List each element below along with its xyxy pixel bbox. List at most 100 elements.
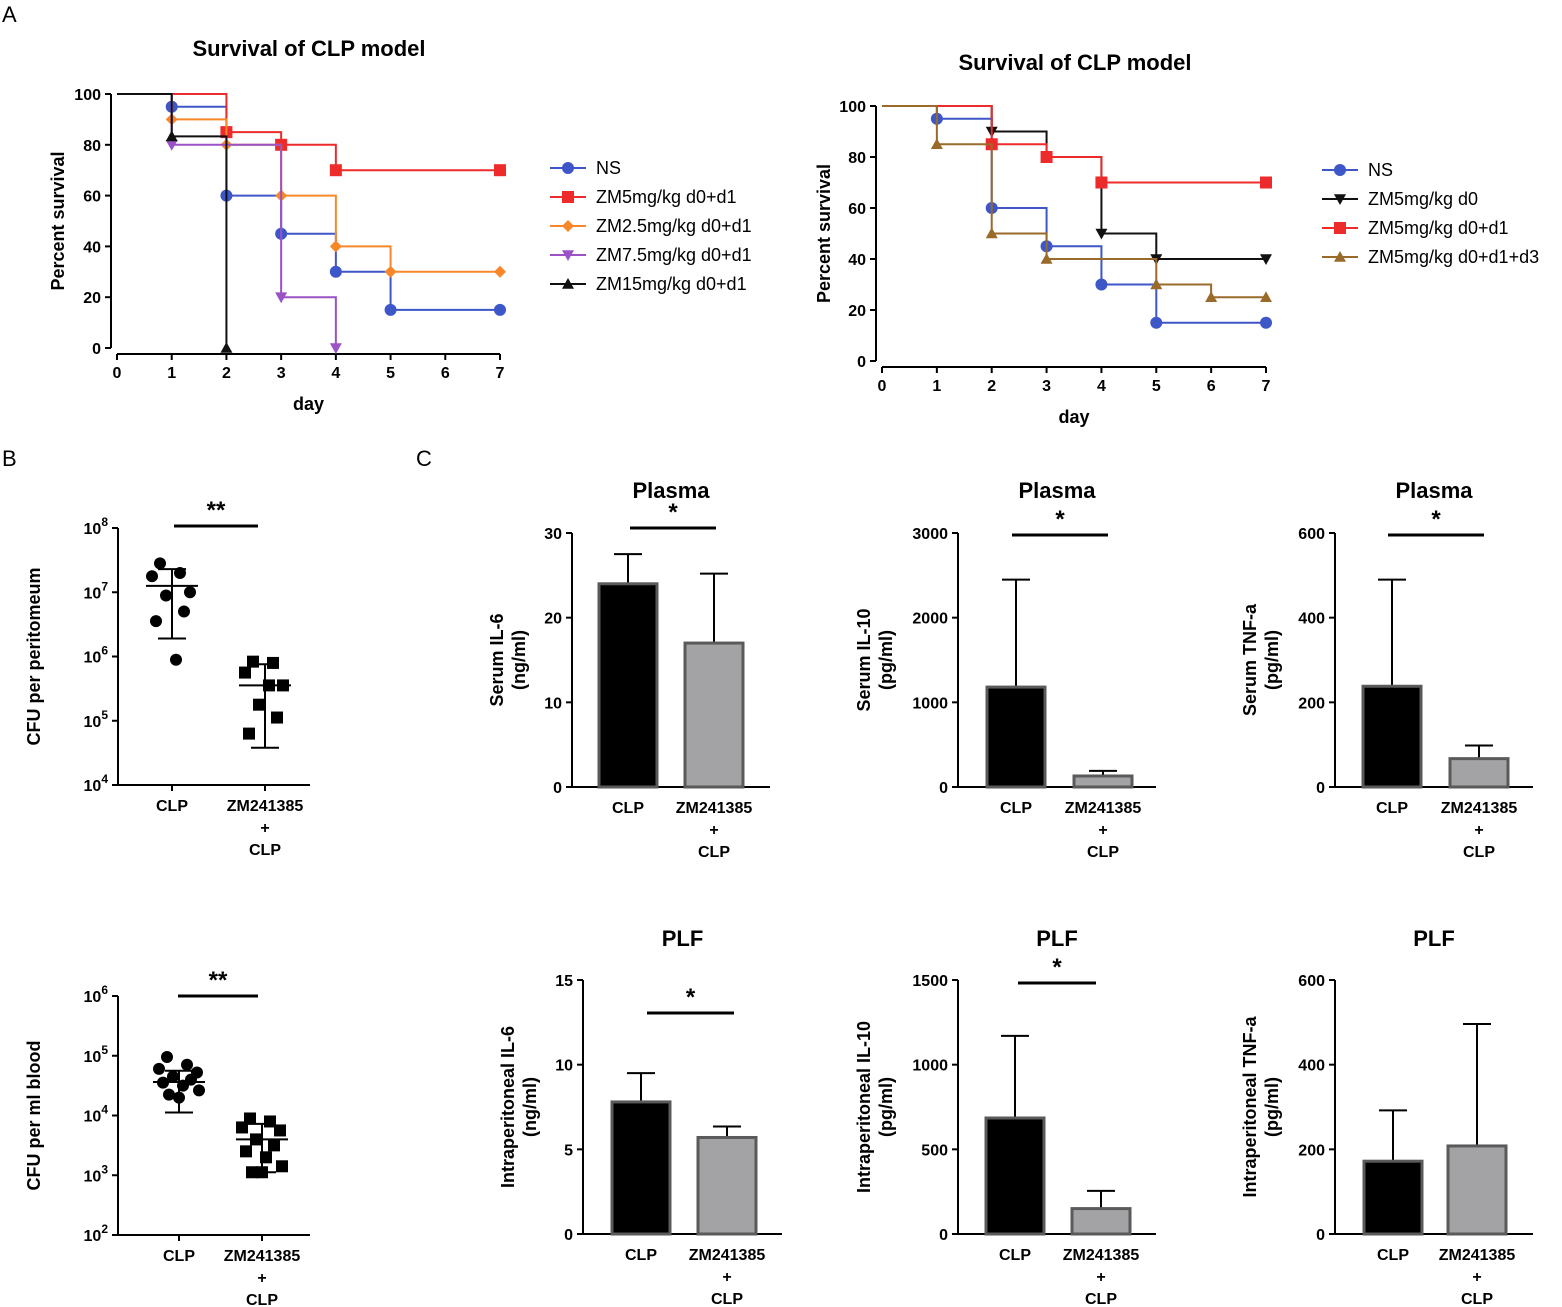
y-axis-label: CFU per peritomeum xyxy=(24,567,44,745)
x-tick-label: 4 xyxy=(331,365,340,382)
data-point xyxy=(181,1058,193,1071)
significance-label: * xyxy=(1055,506,1065,533)
y-tick-label: 200 xyxy=(1298,1142,1325,1159)
y-tick-exp: 5 xyxy=(101,1043,108,1057)
data-point xyxy=(329,240,342,253)
x-tick-label: 5 xyxy=(1152,378,1161,395)
significance-label: ** xyxy=(209,967,228,994)
y-tick-label: 1000 xyxy=(912,695,948,712)
y-axis-label: CFU per ml blood xyxy=(24,1041,44,1191)
significance-label: * xyxy=(1431,506,1441,533)
category-label: CLP xyxy=(625,1247,657,1264)
y-tick-label: 0 xyxy=(939,780,948,797)
y-tick-label: 104 xyxy=(84,1103,109,1126)
y-tick-label: 107 xyxy=(84,579,109,602)
chart-title: Plasma xyxy=(1395,478,1473,503)
data-point xyxy=(165,130,178,142)
data-point xyxy=(1150,316,1163,329)
data-point xyxy=(163,1088,175,1101)
y-tick-exp: 4 xyxy=(101,772,108,786)
y-tick-exp: 6 xyxy=(101,644,108,658)
category-label: ZM241385 xyxy=(224,1248,301,1265)
category-label: ZM241385 xyxy=(1439,1247,1516,1264)
legend-marker xyxy=(562,191,574,203)
bar xyxy=(1446,1144,1508,1236)
category-label: CLP xyxy=(1000,800,1032,817)
y-tick-label: 40 xyxy=(848,252,866,269)
y-axis-label: (pg/ml) xyxy=(1262,630,1282,690)
legend-marker xyxy=(1334,222,1346,234)
y-tick-base: 10 xyxy=(84,714,102,731)
bar xyxy=(1362,1159,1424,1236)
significance-label: * xyxy=(686,984,696,1011)
y-tick-exp: 2 xyxy=(101,1222,108,1236)
category-label: CLP xyxy=(1461,1291,1493,1307)
y-tick-exp: 6 xyxy=(101,983,108,997)
bar xyxy=(1070,1207,1132,1236)
category-label: ZM241385 xyxy=(1065,800,1142,817)
legend-entry: ZM7.5mg/kg d0+d1 xyxy=(596,245,752,265)
y-tick-base: 10 xyxy=(84,778,102,795)
legend-entry: NS xyxy=(596,158,621,178)
category-label: CLP xyxy=(1376,800,1408,817)
data-point xyxy=(271,711,283,724)
data-point xyxy=(178,605,190,618)
data-point xyxy=(384,265,397,278)
category-label: CLP xyxy=(246,1292,278,1307)
panel-label-b: B xyxy=(2,446,17,471)
y-tick-label: 0 xyxy=(939,1227,948,1244)
survival-chart-A2: Survival of CLP model 0 20 40 60 80 100 0 1 2 3 4 5 6… xyxy=(814,50,1539,427)
y-tick-label: 400 xyxy=(1298,611,1325,628)
y-tick-label: 30 xyxy=(544,526,562,543)
y-tick-exp: 4 xyxy=(101,1103,108,1117)
x-axis-label: day xyxy=(293,394,324,414)
data-point xyxy=(930,138,943,150)
y-axis-label: Serum IL-6 xyxy=(487,613,507,706)
significance-label: * xyxy=(1052,954,1062,981)
y-tick-base: 10 xyxy=(84,1109,102,1126)
y-tick-label: 5 xyxy=(564,1142,573,1159)
category-label: + xyxy=(257,1270,266,1287)
category-label: CLP xyxy=(1085,1291,1117,1307)
y-tick-base: 10 xyxy=(84,1168,102,1185)
bar xyxy=(696,1135,758,1236)
data-point xyxy=(1095,278,1108,291)
chart-title: PLF xyxy=(1413,926,1455,951)
data-point xyxy=(1260,291,1272,303)
data-point xyxy=(150,615,162,628)
data-point xyxy=(240,1145,252,1158)
legend-entry: ZM2.5mg/kg d0+d1 xyxy=(596,216,752,236)
data-point xyxy=(1040,151,1053,163)
category-label: + xyxy=(709,822,718,839)
y-tick-base: 10 xyxy=(84,585,102,602)
y-axis-label: (ng/ml) xyxy=(520,1077,540,1137)
y-tick-label: 10 xyxy=(555,1058,573,1075)
y-tick-label: 0 xyxy=(564,1227,573,1244)
y-axis-label: Intraperitoneal IL-6 xyxy=(498,1026,518,1188)
data-point xyxy=(167,1070,179,1083)
y-tick-label: 105 xyxy=(84,708,109,731)
data-point xyxy=(494,303,506,316)
category-label: CLP xyxy=(249,842,281,859)
legend-marker xyxy=(562,278,574,289)
legend-marker xyxy=(1334,164,1346,176)
series-line xyxy=(882,105,1266,299)
data-point xyxy=(236,1121,248,1134)
y-axis-label: Serum TNF-a xyxy=(1240,603,1260,716)
significance-label: * xyxy=(668,499,678,526)
bar-chart-C1: Plasma 0 10 20 30 Serum IL-6 (ng/ml) CLP ZM24138… xyxy=(487,478,770,861)
category-label: CLP xyxy=(1377,1247,1409,1264)
data-point xyxy=(239,666,251,679)
y-tick-label: 102 xyxy=(84,1222,109,1245)
data-point xyxy=(384,303,397,316)
data-point xyxy=(170,653,182,666)
data-point xyxy=(193,1084,205,1097)
data-point xyxy=(1040,253,1053,264)
data-point xyxy=(184,586,196,599)
category-label: CLP xyxy=(999,1247,1031,1264)
category-label: + xyxy=(722,1269,731,1286)
y-tick-label: 600 xyxy=(1298,973,1325,990)
bar xyxy=(1361,684,1423,789)
category-label: + xyxy=(1096,1269,1105,1286)
y-tick-label: 60 xyxy=(83,189,101,206)
